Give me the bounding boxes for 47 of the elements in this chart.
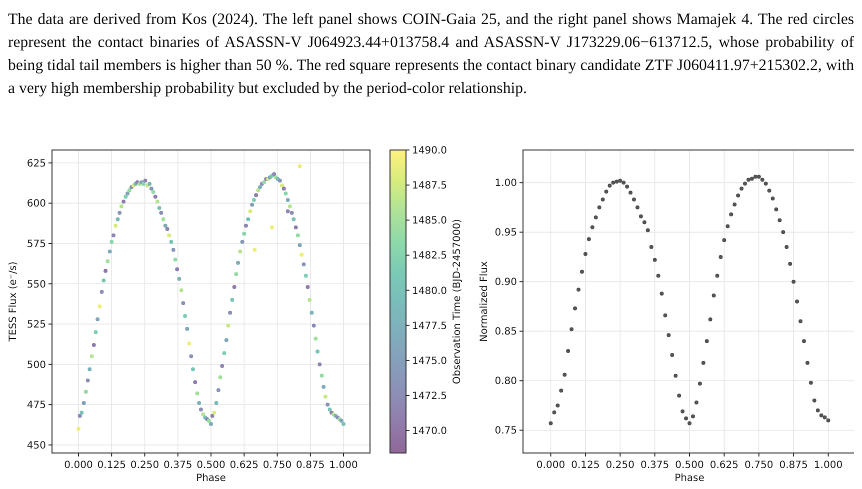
color-bar-label: 1470.0 — [412, 426, 447, 438]
y-tick-label: 0.75 — [494, 426, 517, 437]
y-tick-label: 625 — [26, 158, 46, 170]
x-tick-label: 0.125 — [97, 460, 126, 471]
x-tick-label: 1.000 — [814, 460, 843, 471]
x-tick-label: 0.375 — [164, 460, 192, 471]
x-axis-title: Phase — [196, 473, 226, 484]
x-tick-label: 0.375 — [640, 460, 670, 471]
y-tick-label: 0.95 — [494, 228, 517, 239]
y-tick-label: 500 — [26, 360, 46, 371]
y-tick-label: 0.85 — [494, 326, 517, 338]
x-tick-label: 0.500 — [675, 460, 704, 471]
x-tick-label: 0.125 — [571, 460, 600, 471]
y-tick-label: 1.00 — [494, 178, 517, 190]
x-tick-label: 1.000 — [329, 460, 358, 471]
x-tick-label: 0.000 — [536, 460, 566, 471]
x-tick-label: 0.625 — [230, 460, 258, 471]
x-tick-label: 0.250 — [606, 460, 634, 471]
y-tick-label: 0.90 — [494, 277, 517, 288]
color-bar-label: 1477.5 — [412, 320, 447, 332]
x-axis-title: Phase — [674, 473, 704, 484]
color-bar-label: 1485.0 — [412, 216, 447, 227]
x-tick-label: 0.750 — [262, 460, 292, 471]
color-bar-label: 1472.5 — [412, 390, 447, 402]
color-bar-label: 1490.0 — [412, 146, 447, 156]
y-axis-title: TESS Flux (e⁻/s) — [8, 261, 19, 343]
y-tick-label: 575 — [26, 238, 46, 250]
x-tick-label: 0.875 — [779, 460, 808, 471]
text: The data are derived from Kos (2024). The left panel shows COIN-Gaia 25, and the right panel shows Mamajek 4. The red circles represent the contact binaries of ASASSN-V J064923.44+013758.4 and ASASSN-V J173229.06−613712.5, whose probability of being tidal tail members is higher than 50 %. The red square represents the contact binary candidate ZTF J060411.97+215302.2, with a very high membership probability but excluded by the period-color relationship. — [8, 10, 854, 99]
x-tick-label: 0.750 — [744, 460, 774, 471]
y-tick-label: 450 — [26, 440, 46, 452]
y-tick-label: 550 — [26, 279, 46, 290]
color-bar-label: 1482.5 — [412, 250, 447, 262]
x-tick-label: 0.000 — [64, 460, 93, 471]
color-bar-title: Observation Time (BJD-2457000) — [452, 218, 463, 384]
y-tick-label: 475 — [26, 400, 46, 412]
x-tick-label: 0.625 — [710, 460, 739, 471]
y-tick-label: 525 — [26, 320, 46, 331]
color-bar-label: 1487.5 — [412, 180, 447, 192]
y-tick-label: 0.80 — [494, 376, 517, 388]
color-bar-label: 1475.0 — [412, 356, 447, 367]
x-tick-label: 0.500 — [196, 460, 226, 471]
x-tick-label: 0.875 — [296, 460, 325, 471]
color-bar-label: 1480.0 — [412, 286, 447, 297]
y-axis-title: Normalized Flux — [479, 261, 490, 342]
x-tick-label: 0.250 — [130, 460, 160, 471]
y-tick-label: 600 — [26, 198, 46, 210]
